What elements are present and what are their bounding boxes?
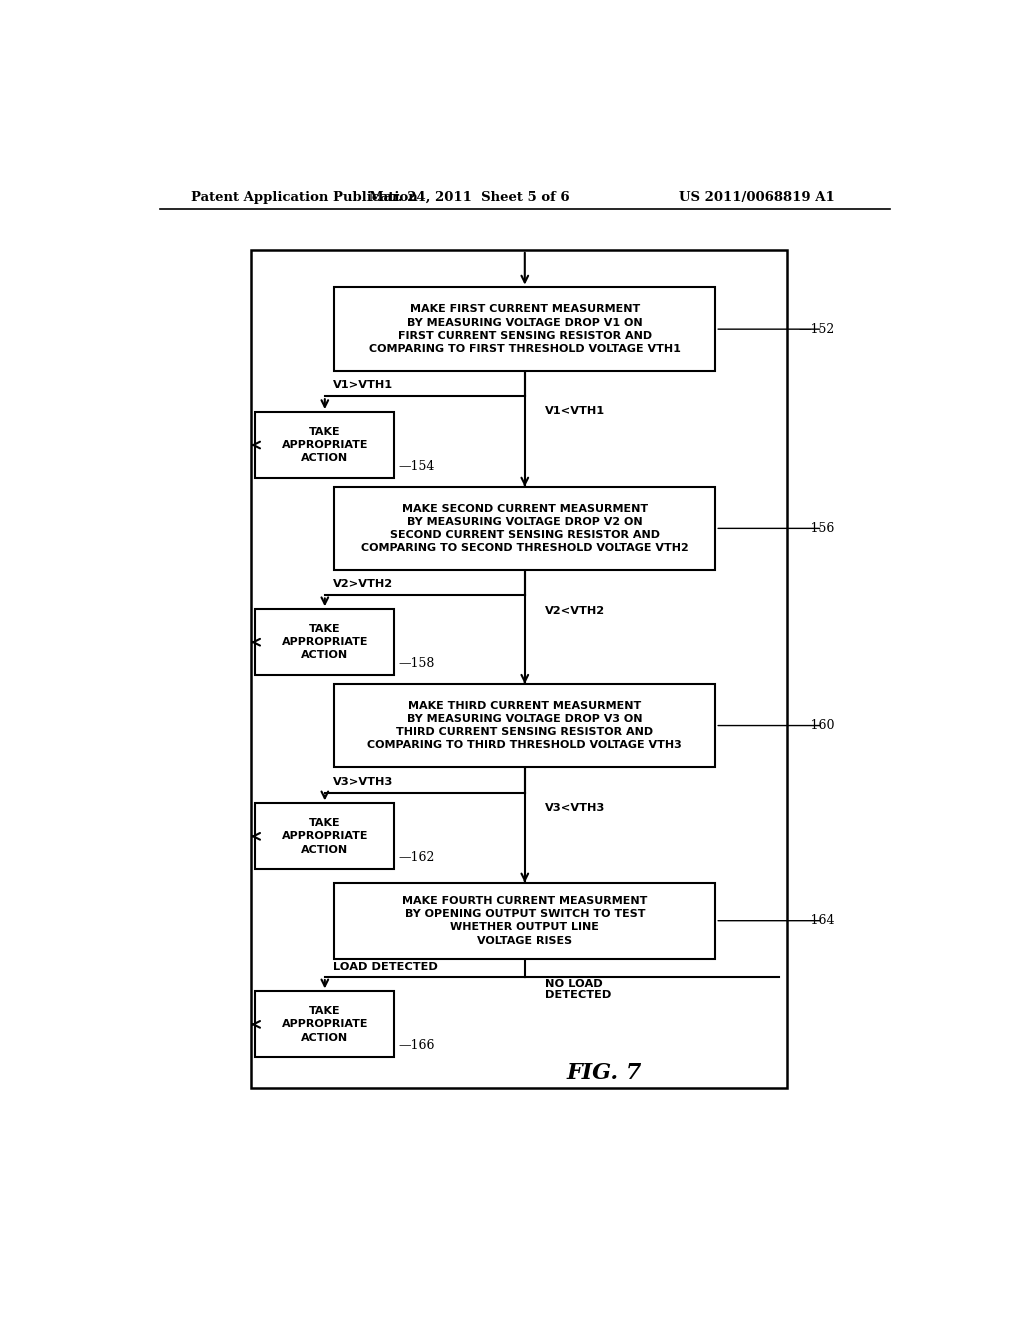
- Text: V2<VTH2: V2<VTH2: [545, 606, 605, 615]
- Text: —156: —156: [799, 521, 835, 535]
- Text: TAKE
APPROPRIATE
ACTION: TAKE APPROPRIATE ACTION: [282, 624, 368, 660]
- Text: V3<VTH3: V3<VTH3: [545, 803, 605, 813]
- Bar: [255, 412, 394, 478]
- Bar: [255, 609, 394, 676]
- Text: —160: —160: [799, 719, 836, 733]
- Text: —166: —166: [398, 1039, 435, 1052]
- Bar: [251, 249, 786, 1089]
- Text: Patent Application Publication: Patent Application Publication: [191, 190, 418, 203]
- Bar: [334, 684, 715, 767]
- Bar: [334, 883, 715, 958]
- Text: —158: —158: [398, 657, 434, 671]
- Text: TAKE
APPROPRIATE
ACTION: TAKE APPROPRIATE ACTION: [282, 426, 368, 463]
- Text: MAKE FOURTH CURRENT MEASURMENT
BY OPENING OUTPUT SWITCH TO TEST
WHETHER OUTPUT L: MAKE FOURTH CURRENT MEASURMENT BY OPENIN…: [402, 896, 647, 945]
- Text: MAKE THIRD CURRENT MEASURMENT
BY MEASURING VOLTAGE DROP V3 ON
THIRD CURRENT SENS: MAKE THIRD CURRENT MEASURMENT BY MEASURI…: [368, 701, 682, 750]
- Text: LOAD DETECTED: LOAD DETECTED: [333, 962, 437, 972]
- Text: TAKE
APPROPRIATE
ACTION: TAKE APPROPRIATE ACTION: [282, 818, 368, 854]
- Text: —164: —164: [799, 915, 836, 927]
- Text: V3>VTH3: V3>VTH3: [333, 776, 393, 787]
- Text: —162: —162: [398, 851, 434, 865]
- Text: Mar. 24, 2011  Sheet 5 of 6: Mar. 24, 2011 Sheet 5 of 6: [369, 190, 569, 203]
- Bar: [255, 804, 394, 870]
- Bar: [255, 991, 394, 1057]
- Text: V2>VTH2: V2>VTH2: [333, 579, 393, 589]
- Text: FIG. 7: FIG. 7: [566, 1063, 642, 1084]
- Text: V1<VTH1: V1<VTH1: [545, 407, 605, 417]
- Bar: [334, 288, 715, 371]
- Text: TAKE
APPROPRIATE
ACTION: TAKE APPROPRIATE ACTION: [282, 1006, 368, 1043]
- Text: —154: —154: [398, 459, 434, 473]
- Bar: [334, 487, 715, 570]
- Text: —152: —152: [799, 322, 835, 335]
- Text: US 2011/0068819 A1: US 2011/0068819 A1: [679, 190, 835, 203]
- Text: NO LOAD
DETECTED: NO LOAD DETECTED: [545, 978, 611, 1001]
- Text: MAKE SECOND CURRENT MEASURMENT
BY MEASURING VOLTAGE DROP V2 ON
SECOND CURRENT SE: MAKE SECOND CURRENT MEASURMENT BY MEASUR…: [360, 503, 689, 553]
- Text: MAKE FIRST CURRENT MEASURMENT
BY MEASURING VOLTAGE DROP V1 ON
FIRST CURRENT SENS: MAKE FIRST CURRENT MEASURMENT BY MEASURI…: [369, 305, 681, 354]
- Text: V1>VTH1: V1>VTH1: [333, 380, 393, 391]
